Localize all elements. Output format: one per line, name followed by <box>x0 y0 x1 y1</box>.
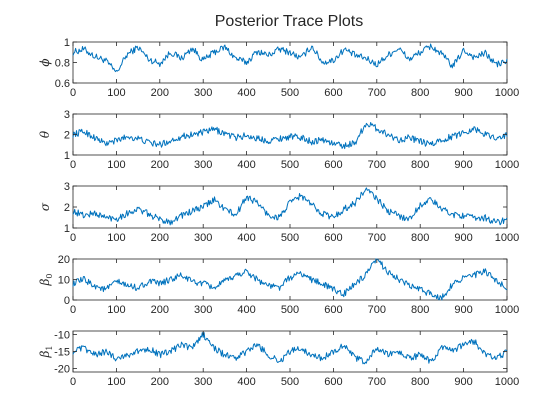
x-tick-label: 600 <box>324 304 342 316</box>
x-tick-label: 700 <box>368 304 386 316</box>
x-tick-label: 400 <box>237 376 255 388</box>
x-tick-label: 900 <box>454 87 472 99</box>
y-axis-label: ϕ <box>38 58 52 66</box>
x-tick-label: 300 <box>194 159 212 171</box>
x-tick-label: 500 <box>281 304 299 316</box>
y-axis-label-symbol: σ <box>38 202 52 211</box>
axes-box <box>72 113 508 156</box>
x-tick-label: 200 <box>151 159 169 171</box>
y-tick-label: -10 <box>54 329 70 341</box>
x-tick-label: 500 <box>281 376 299 388</box>
x-tick-label: 0 <box>70 232 76 244</box>
y-tick-label: 20 <box>58 254 70 266</box>
x-tick-label: 800 <box>411 304 429 316</box>
x-tick-label: 800 <box>411 376 429 388</box>
x-tick-label: 0 <box>70 159 76 171</box>
x-tick-label: 200 <box>151 232 169 244</box>
x-tick-label: 600 <box>324 87 342 99</box>
x-tick-label: 700 <box>368 87 386 99</box>
y-axis-label-subscript: 1 <box>45 345 54 350</box>
x-tick-label: 400 <box>237 87 255 99</box>
x-tick-label: 300 <box>194 232 212 244</box>
x-tick-label: 400 <box>237 159 255 171</box>
x-tick-label: 1000 <box>495 232 519 244</box>
y-tick-label: 2 <box>64 130 70 142</box>
y-axis-label: β0 <box>38 273 54 286</box>
y-axis-label-symbol: θ <box>38 130 52 138</box>
y-tick-label: 0.6 <box>55 78 70 90</box>
y-axis-label-symbol: ϕ <box>38 58 52 66</box>
x-tick-label: 500 <box>281 159 299 171</box>
x-tick-label: 200 <box>151 304 169 316</box>
x-tick-label: 800 <box>411 159 429 171</box>
x-tick-label: 600 <box>324 232 342 244</box>
x-tick-label: 800 <box>411 87 429 99</box>
x-tick-label: 100 <box>107 87 125 99</box>
y-axis-label-symbol: β <box>38 279 52 287</box>
trace-line <box>72 258 508 301</box>
subplot-5: 0 100 200 300 400 500 600 700 800 900 1000 -10 -15 -2… <box>38 329 519 388</box>
trace-line <box>72 332 508 365</box>
x-tick-label: 1000 <box>495 376 519 388</box>
x-tick-label: 100 <box>107 159 125 171</box>
x-tick-label: 100 <box>107 376 125 388</box>
x-tick-label: 100 <box>107 304 125 316</box>
x-tick-label: 700 <box>368 159 386 171</box>
x-tick-label: 900 <box>454 159 472 171</box>
subplot-panels: 0 100 200 300 400 500 600 700 800 900 100010.80.6ϕ… <box>38 37 519 388</box>
y-tick-label: 1 <box>64 37 70 49</box>
x-tick-label: 600 <box>324 376 342 388</box>
y-tick-label: 0.8 <box>55 58 70 70</box>
x-tick-label: 200 <box>151 87 169 99</box>
x-tick-label: 500 <box>281 87 299 99</box>
x-tick-label: 700 <box>368 376 386 388</box>
x-tick-label: 1000 <box>495 159 519 171</box>
x-tick-label: 600 <box>324 159 342 171</box>
y-tick-label: 1 <box>64 150 70 162</box>
y-axis-label: β1 <box>38 345 54 358</box>
y-tick-label: 3 <box>64 109 70 121</box>
y-axis-label-subscript: 0 <box>45 273 54 278</box>
axes-box <box>72 185 508 229</box>
x-tick-label: 500 <box>281 232 299 244</box>
x-tick-label: 0 <box>70 304 76 316</box>
y-axis-label-symbol: β <box>38 351 52 359</box>
y-tick-label: 0 <box>64 295 70 307</box>
y-tick-label: -20 <box>54 364 70 376</box>
y-tick-label: -15 <box>54 347 70 359</box>
y-tick-label: 3 <box>64 181 70 193</box>
figure-title: Posterior Trace Plots <box>215 13 364 30</box>
trace-line <box>72 187 508 226</box>
x-tick-label: 0 <box>70 87 76 99</box>
x-tick-label: 1000 <box>495 304 519 316</box>
y-axis-label: θ <box>38 130 52 138</box>
x-tick-label: 300 <box>194 304 212 316</box>
x-tick-label: 900 <box>454 232 472 244</box>
x-tick-label: 1000 <box>495 87 519 99</box>
x-tick-label: 300 <box>194 87 212 99</box>
y-axis-label: σ <box>38 202 52 211</box>
x-tick-label: 300 <box>194 376 212 388</box>
subplot-1: 0 100 200 300 400 500 600 700 800 900 1000 1 0.8 0.6 ϕ <box>38 37 519 99</box>
x-tick-label: 900 <box>454 304 472 316</box>
x-tick-label: 100 <box>107 232 125 244</box>
subplot-3: 0 100 200 300 400 500 600 700 800 900 1000 3 2 1 σ <box>38 181 519 244</box>
y-tick-label: 1 <box>64 223 70 235</box>
trace-line <box>72 122 508 150</box>
x-tick-label: 400 <box>237 232 255 244</box>
x-tick-label: 0 <box>70 376 76 388</box>
y-tick-label: 2 <box>64 202 70 214</box>
subplot-2: 0 100 200 300 400 500 600 700 800 900 1000 3 2 1 θ <box>38 109 519 171</box>
x-tick-label: 700 <box>368 232 386 244</box>
x-tick-label: 800 <box>411 232 429 244</box>
x-tick-label: 900 <box>454 376 472 388</box>
x-tick-label: 400 <box>237 304 255 316</box>
trace-line <box>72 43 508 73</box>
y-tick-label: 10 <box>58 275 70 287</box>
x-tick-label: 200 <box>151 376 169 388</box>
